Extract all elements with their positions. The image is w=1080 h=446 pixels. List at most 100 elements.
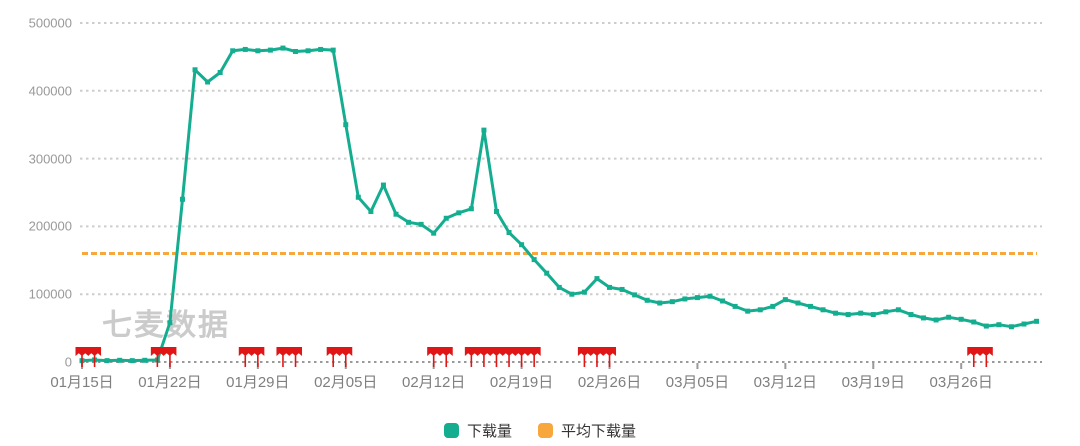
flag-icon[interactable] <box>979 347 993 367</box>
flag-icon[interactable] <box>515 347 529 367</box>
data-point-marker <box>493 208 499 214</box>
data-point-marker <box>117 357 123 363</box>
data-point-marker <box>531 257 537 263</box>
flag-icon[interactable] <box>75 347 89 367</box>
data-point-marker <box>456 210 462 216</box>
data-point-marker <box>632 292 638 298</box>
x-axis-label: 01月15日 <box>50 374 114 391</box>
y-axis-label: 400000 <box>28 83 72 99</box>
flag-icon[interactable] <box>326 347 340 367</box>
data-point-marker <box>104 358 110 364</box>
data-point-marker <box>380 182 386 188</box>
y-axis-label: 500000 <box>28 15 72 31</box>
data-point-marker <box>230 48 236 54</box>
data-point-marker <box>142 357 148 363</box>
flag-icon[interactable] <box>150 347 164 367</box>
data-point-marker <box>406 219 412 225</box>
x-axis-label: 03月12日 <box>753 374 818 391</box>
data-point-marker <box>129 358 135 364</box>
data-point-marker <box>594 276 600 282</box>
flag-icon[interactable] <box>577 347 591 367</box>
data-point-marker <box>971 319 977 325</box>
data-point-marker <box>983 323 989 329</box>
data-point-marker <box>418 221 424 227</box>
x-axis-label: 01月22日 <box>138 374 202 391</box>
average-downloads-legend-label: 平均下载量 <box>561 423 637 440</box>
data-point-marker <box>644 297 650 303</box>
legend: 下载量 平均下载量 <box>0 420 1080 441</box>
data-point-marker <box>946 314 952 320</box>
data-point-marker <box>745 308 751 314</box>
data-point-marker <box>267 47 273 53</box>
flag-icon[interactable] <box>276 347 290 367</box>
data-point-marker <box>707 293 713 299</box>
data-point-marker <box>443 215 449 221</box>
y-axis-label: 200000 <box>28 218 72 234</box>
x-axis-label: 01月29日 <box>226 374 290 391</box>
flag-icon[interactable] <box>477 347 491 367</box>
legend-item-average-downloads[interactable]: 平均下载量 <box>538 420 636 441</box>
data-point-marker <box>807 303 813 309</box>
data-point-marker <box>858 310 864 316</box>
flag-icon[interactable] <box>464 347 478 367</box>
flag-icon[interactable] <box>238 347 252 367</box>
data-point-marker <box>506 230 512 236</box>
flag-icon[interactable] <box>502 347 516 367</box>
data-point-marker <box>255 48 261 54</box>
data-point-marker <box>607 284 613 290</box>
flag-icon[interactable] <box>251 347 265 367</box>
data-point-marker <box>732 303 738 309</box>
data-point-marker <box>519 242 525 248</box>
data-point-marker <box>657 300 663 306</box>
flag-icon[interactable] <box>88 347 102 367</box>
data-point-marker <box>179 196 185 202</box>
data-point-marker <box>720 298 726 304</box>
data-point-marker <box>996 322 1002 328</box>
data-point-marker <box>431 230 437 236</box>
flag-icon[interactable] <box>527 347 541 367</box>
data-point-marker <box>669 299 675 305</box>
data-point-marker <box>870 312 876 318</box>
data-point-marker <box>820 307 826 313</box>
data-point-marker <box>757 307 763 313</box>
data-point-marker <box>619 286 625 292</box>
data-point-marker <box>921 315 927 321</box>
downloads-line[interactable] <box>79 45 1040 364</box>
gridlines <box>80 22 1042 363</box>
data-point-marker <box>1034 318 1040 324</box>
data-point-marker <box>393 211 399 217</box>
downloads-legend-label: 下载量 <box>466 423 512 440</box>
flag-icon[interactable] <box>289 347 303 367</box>
data-point-marker <box>217 69 223 75</box>
data-point-marker <box>368 208 374 214</box>
data-point-marker <box>908 312 914 318</box>
data-point-marker <box>1021 321 1027 327</box>
data-point-marker <box>883 309 889 315</box>
flag-icon[interactable] <box>489 347 503 367</box>
data-point-marker <box>556 284 562 290</box>
x-axis-label: 02月26日 <box>577 374 642 391</box>
legend-item-downloads[interactable]: 下载量 <box>443 420 512 441</box>
data-point-marker <box>845 312 851 318</box>
flag-icon[interactable] <box>163 347 177 367</box>
x-axis-label: 02月19日 <box>489 374 554 391</box>
x-axis-label: 03月26日 <box>929 374 993 391</box>
flag-icon[interactable] <box>603 347 617 367</box>
flag-icon[interactable] <box>427 347 441 367</box>
flag-icon[interactable] <box>439 347 453 367</box>
flag-icon[interactable] <box>967 347 981 367</box>
data-point-marker <box>569 291 575 297</box>
flag-icon[interactable] <box>590 347 604 367</box>
average-downloads-legend-swatch <box>538 423 553 438</box>
data-point-marker <box>330 47 336 53</box>
data-point-marker <box>192 67 198 73</box>
flag-icon[interactable] <box>339 347 353 367</box>
data-point-marker <box>318 46 324 52</box>
downloads-legend-swatch <box>443 423 459 438</box>
data-point-marker <box>958 316 964 322</box>
data-point-marker <box>694 295 700 301</box>
event-flag-markers[interactable] <box>75 347 993 367</box>
data-point-marker <box>468 206 474 212</box>
